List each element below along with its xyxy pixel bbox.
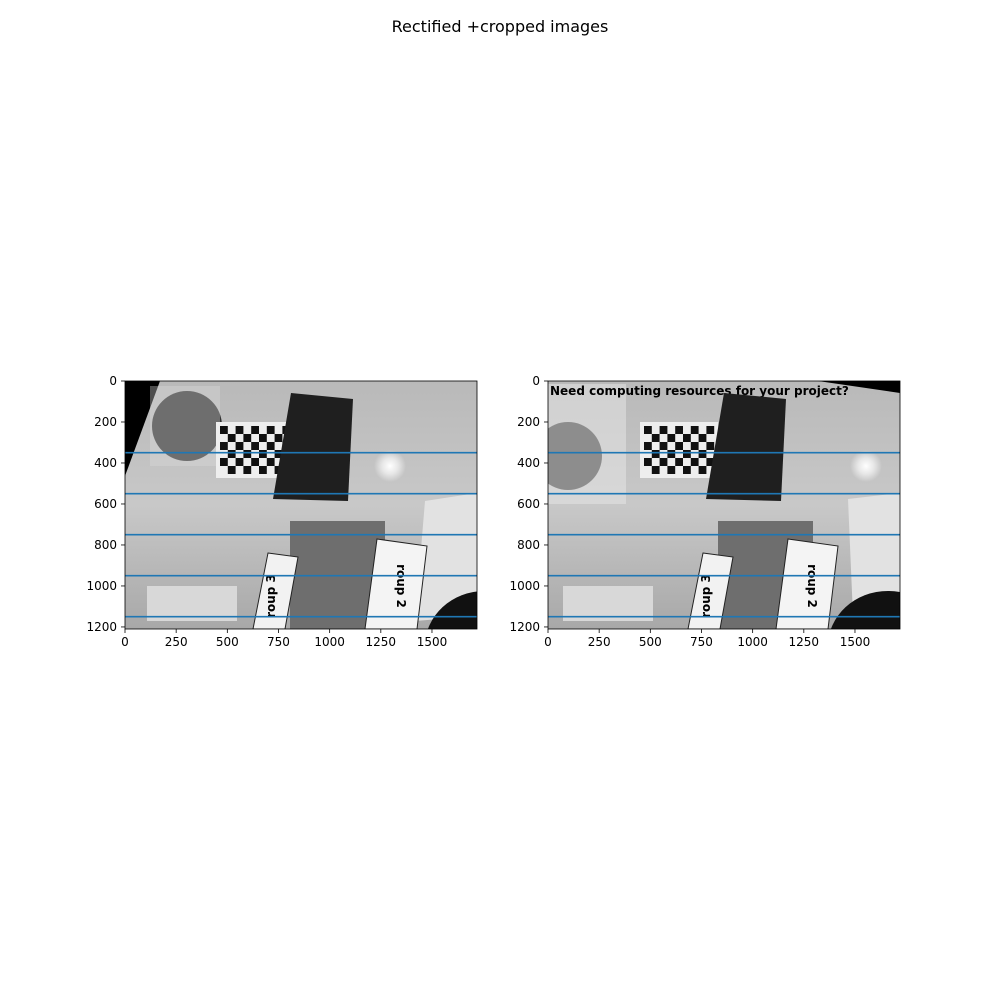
y-tick-label: 800 [94,538,117,552]
photo-sign-2 [775,538,839,629]
photo-device [563,586,653,621]
photo-dark-blob [830,591,900,629]
photo-glare [374,450,406,482]
axes-frame [124,380,478,630]
photo-poster-circle [152,391,222,461]
x-tick-label: 250 [165,635,188,649]
y-tick-label: 1200 [509,620,540,634]
checkerboard [640,422,718,478]
figure-title: Rectified +cropped images [391,17,609,36]
y-tick-label: 200 [517,415,540,429]
x-tick-label: 1500 [417,635,448,649]
photo-dark-poster [273,393,353,501]
x-tick-label: 500 [639,635,662,649]
y-tick-label: 800 [517,538,540,552]
y-tick-label: 1000 [509,579,540,593]
x-tick-label: 1250 [366,635,397,649]
photo-sign-2 [364,538,428,629]
x-tick-label: 750 [267,635,290,649]
x-tick-label: 0 [544,635,552,649]
photo-poster-text: Need computing resources for your projec… [550,384,849,398]
photo-booklet [415,493,477,621]
photo-dark-poster [706,393,786,501]
photo-sign-2-text: roup 2 [394,564,408,608]
photo-sign-2-text: roup 2 [805,564,819,608]
x-tick-label: 1000 [737,635,768,649]
photo-sign-3 [252,552,299,629]
y-tick-label: 1000 [86,579,117,593]
image-panel-right: Need computing resources for your projec… [548,381,900,629]
photo-poster [150,386,220,466]
x-tick-label: 1000 [314,635,345,649]
y-tick-label: 400 [517,456,540,470]
y-tick-label: 1200 [86,620,117,634]
y-tick-label: 0 [532,374,540,388]
x-tick-label: 750 [690,635,713,649]
x-tick-label: 0 [121,635,129,649]
photo-device [147,586,237,621]
x-tick-label: 1250 [789,635,820,649]
photo-glare [850,450,882,482]
y-tick-label: 600 [517,497,540,511]
photo-sign-3 [687,552,734,629]
photo-sign-3-text: roup 3 [264,574,278,618]
x-tick-label: 500 [216,635,239,649]
y-tick-label: 200 [94,415,117,429]
x-tick-label: 1500 [840,635,871,649]
axes-frame [547,380,901,630]
image-panel-left: roup 3 roup 2 [125,381,477,629]
photo-booklet [848,493,900,616]
photo-sign-3-text: roup 3 [699,574,713,618]
checkerboard [216,422,294,478]
y-tick-label: 400 [94,456,117,470]
photo-poster [548,384,626,504]
photo-dark-blob [427,591,477,629]
x-tick-label: 250 [588,635,611,649]
y-tick-label: 0 [109,374,117,388]
y-tick-label: 600 [94,497,117,511]
photo-black-corner [818,381,900,393]
